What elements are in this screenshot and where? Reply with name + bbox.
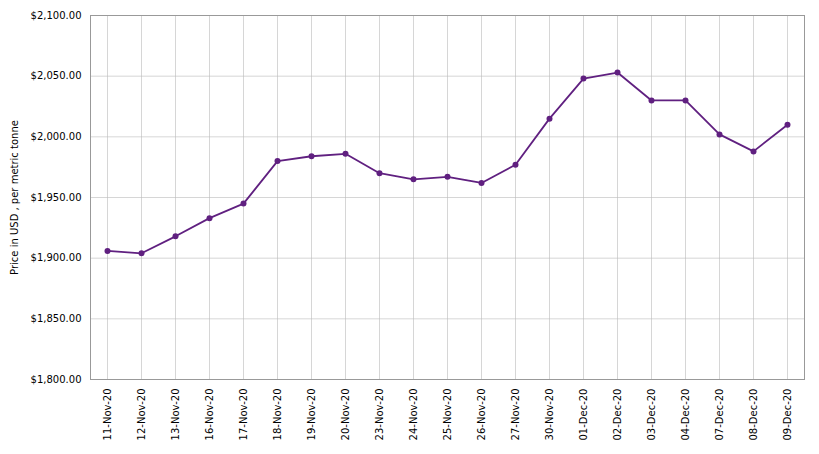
svg-text:20-Nov-20: 20-Nov-20	[340, 389, 351, 441]
svg-text:09-Dec-20: 09-Dec-20	[782, 389, 793, 441]
svg-text:12-Nov-20: 12-Nov-20	[136, 389, 147, 441]
svg-text:30-Nov-20: 30-Nov-20	[544, 389, 555, 441]
svg-text:$1,900.00: $1,900.00	[31, 252, 82, 263]
svg-text:13-Nov-20: 13-Nov-20	[170, 389, 181, 441]
svg-text:26-Nov-20: 26-Nov-20	[476, 389, 487, 441]
svg-text:11-Nov-20: 11-Nov-20	[102, 389, 113, 441]
svg-text:16-Nov-20: 16-Nov-20	[204, 389, 215, 441]
svg-text:$1,850.00: $1,850.00	[31, 313, 82, 324]
svg-text:01-Dec-20: 01-Dec-20	[578, 389, 589, 441]
svg-text:07-Dec-20: 07-Dec-20	[714, 389, 725, 441]
svg-text:19-Nov-20: 19-Nov-20	[306, 389, 317, 441]
svg-text:23-Nov-20: 23-Nov-20	[374, 389, 385, 441]
svg-text:18-Nov-20: 18-Nov-20	[272, 389, 283, 441]
svg-text:$1,800.00: $1,800.00	[31, 374, 82, 385]
svg-text:$2,100.00: $2,100.00	[31, 10, 82, 21]
svg-text:02-Dec-20: 02-Dec-20	[612, 389, 623, 441]
svg-text:24-Nov-20: 24-Nov-20	[408, 389, 419, 441]
svg-text:08-Dec-20: 08-Dec-20	[748, 389, 759, 441]
svg-text:25-Nov-20: 25-Nov-20	[442, 389, 453, 441]
svg-text:04-Dec-20: 04-Dec-20	[680, 389, 691, 441]
svg-text:17-Nov-20: 17-Nov-20	[238, 389, 249, 441]
svg-text:Price in USD , per metric tonn: Price in USD , per metric tonne	[9, 120, 20, 275]
svg-text:27-Nov-20: 27-Nov-20	[510, 389, 521, 441]
svg-text:$1,950.00: $1,950.00	[31, 192, 82, 203]
svg-text:03-Dec-20: 03-Dec-20	[646, 389, 657, 441]
svg-text:$2,000.00: $2,000.00	[31, 131, 82, 142]
svg-text:$2,050.00: $2,050.00	[31, 70, 82, 81]
